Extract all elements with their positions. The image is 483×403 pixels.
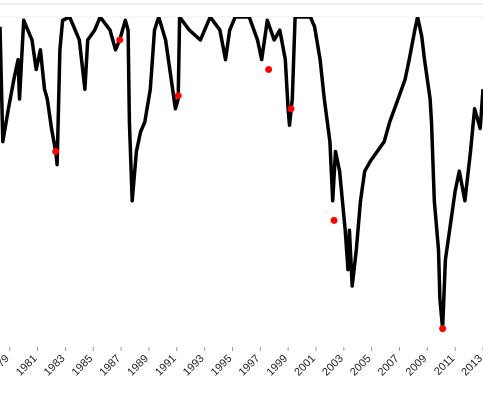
marker-point	[116, 36, 124, 44]
x-tick-label: 1997	[237, 353, 263, 379]
x-tick-label: 2007	[376, 353, 402, 379]
x-tick-label: 2011	[432, 353, 457, 378]
x-tick-label: 1993	[181, 353, 207, 379]
x-tick-label: 1991	[153, 353, 179, 379]
x-tick-label: 1985	[70, 353, 96, 379]
x-tick-label: 2001	[292, 353, 318, 379]
marker-point	[439, 325, 447, 333]
x-tick-label: 1999	[264, 353, 290, 379]
price-line	[0, 17, 483, 331]
x-tick-label: 1981	[14, 353, 40, 379]
x-tick-label: 2005	[348, 353, 374, 379]
x-tick-label: 1995	[209, 353, 235, 379]
marker-point	[265, 65, 273, 73]
x-tick-label: 1987	[97, 353, 123, 379]
x-tick-label: 1989	[125, 353, 151, 379]
x-tick-label: 2013	[459, 353, 483, 379]
plot-area	[0, 17, 483, 333]
marker-point	[52, 147, 60, 155]
x-tick-label: 1983	[42, 353, 68, 379]
marker-point	[330, 216, 338, 224]
x-tick-label: 2009	[404, 353, 430, 379]
x-axis: 1979 1981 1983 1985 1987 1989 1991 1993 1995 1997…	[0, 347, 483, 378]
marker-point	[174, 92, 182, 100]
x-tick-label: 2003	[320, 353, 346, 379]
x-tick-label: 1979	[0, 353, 12, 379]
marker-point	[287, 105, 295, 113]
